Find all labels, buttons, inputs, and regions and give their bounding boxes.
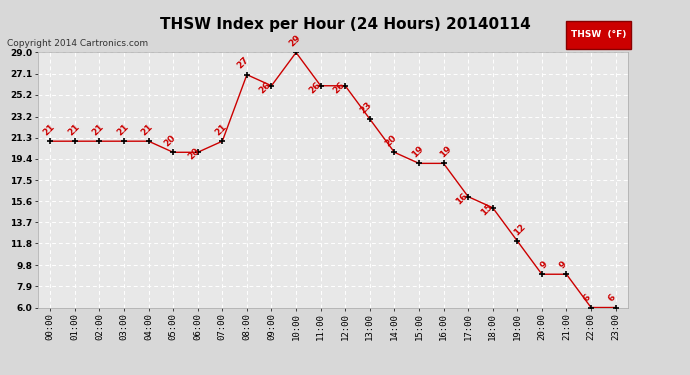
- Text: 6: 6: [582, 293, 593, 304]
- Text: 20: 20: [186, 147, 201, 162]
- Text: 19: 19: [410, 144, 425, 159]
- Text: 26: 26: [331, 80, 346, 95]
- Text: 21: 21: [213, 122, 228, 137]
- Text: THSW Index per Hour (24 Hours) 20140114: THSW Index per Hour (24 Hours) 20140114: [159, 17, 531, 32]
- Text: 20: 20: [162, 133, 177, 148]
- Text: 12: 12: [512, 222, 527, 237]
- Text: 27: 27: [235, 56, 251, 71]
- Text: THSW  (°F): THSW (°F): [571, 30, 627, 39]
- Text: 6: 6: [607, 293, 618, 304]
- Text: 21: 21: [41, 122, 57, 137]
- Text: 15: 15: [479, 202, 494, 217]
- Text: 21: 21: [66, 122, 81, 137]
- Text: 29: 29: [287, 33, 302, 49]
- Text: 20: 20: [383, 133, 398, 148]
- Text: 9: 9: [558, 260, 568, 270]
- Text: 9: 9: [539, 260, 550, 270]
- Text: 19: 19: [438, 144, 453, 159]
- Text: 21: 21: [115, 122, 130, 137]
- Text: 16: 16: [455, 191, 470, 206]
- Text: 26: 26: [307, 80, 322, 95]
- Text: 23: 23: [359, 100, 374, 115]
- Text: 21: 21: [140, 122, 155, 137]
- Text: 21: 21: [90, 122, 106, 137]
- Text: Copyright 2014 Cartronics.com: Copyright 2014 Cartronics.com: [7, 39, 148, 48]
- Text: 26: 26: [258, 80, 273, 95]
